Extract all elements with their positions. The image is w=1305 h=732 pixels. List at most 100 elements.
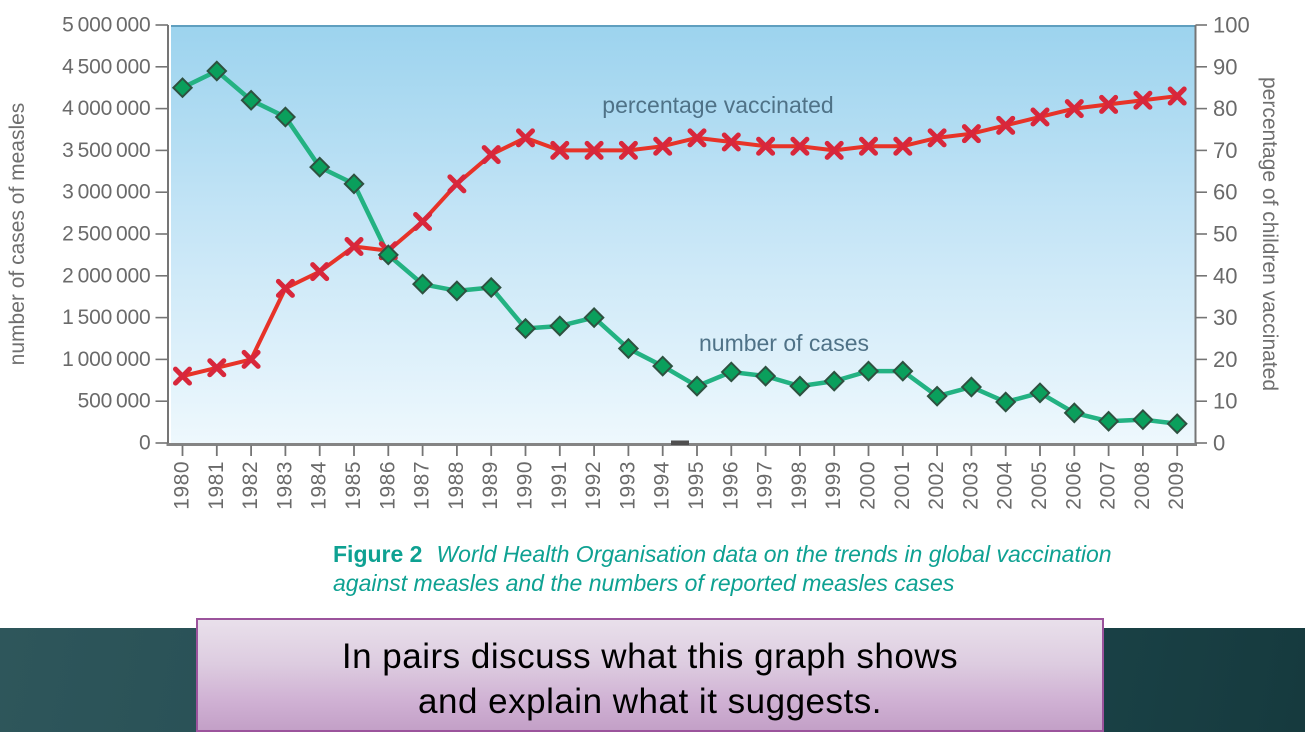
- x-tick-year-label: 1984: [308, 461, 331, 510]
- y-axis-right-title: percentage of children vaccinated: [1258, 77, 1281, 391]
- x-cross-marker: [173, 366, 192, 386]
- diamond-marker: [343, 173, 365, 195]
- y-left-tick-label: 1 500 000: [62, 306, 150, 329]
- x-tick-year-label: 1981: [205, 461, 228, 510]
- y-right-tick-label: 0: [1213, 431, 1225, 456]
- x-cross-marker: [516, 128, 535, 148]
- x-tick-year-label: 1994: [651, 461, 674, 510]
- x-tick-year-label: 1995: [685, 461, 708, 510]
- plot-area: [171, 25, 1195, 443]
- x-cross-marker: [790, 136, 810, 156]
- y-axis-left-ticks: 0 500 000 1 000 000 1 500 000 2 000 000 2 500…: [62, 14, 168, 455]
- figure-caption-label: Figure 2: [333, 541, 423, 567]
- x-cross-marker: [550, 140, 570, 160]
- x-cross-marker: [344, 237, 364, 257]
- cases-series-markers: [171, 60, 1188, 435]
- x-tick-year-label: 1985: [342, 461, 365, 510]
- axes: [166, 25, 1197, 446]
- y-left-tick-label: 500 000: [78, 390, 151, 413]
- y-right-tick-label: 50: [1213, 222, 1237, 247]
- diamond-marker: [652, 355, 674, 377]
- x-tick-year-label: 1980: [171, 461, 194, 510]
- y-left-tick-label: 0: [139, 432, 150, 455]
- x-cross-marker: [447, 174, 467, 194]
- x-cross-marker: [961, 124, 981, 144]
- diamond-marker: [206, 60, 228, 82]
- y-right-tick-label: 60: [1213, 180, 1237, 205]
- x-cross-marker: [893, 136, 913, 156]
- x-tick-year-label: 1997: [754, 461, 777, 510]
- x-tick-year-label: 2007: [1097, 461, 1120, 510]
- diamond-marker: [823, 370, 845, 392]
- diamond-marker: [1132, 408, 1154, 431]
- y-left-tick-label: 3 500 000: [62, 139, 150, 162]
- x-cross-marker: [584, 140, 604, 160]
- x-tick-year-label: 1990: [514, 461, 537, 510]
- x-tick-year-label: 1999: [822, 461, 845, 510]
- x-cross-marker: [207, 358, 227, 378]
- diamond-marker: [549, 315, 571, 337]
- discussion-prompt-line2: and explain what it suggests.: [418, 682, 882, 721]
- x-tick-year-label: 1983: [273, 461, 296, 510]
- x-tick-year-label: 2000: [857, 461, 880, 510]
- diamond-marker: [514, 317, 537, 340]
- x-tick-year-label: 2006: [1062, 461, 1085, 510]
- diamond-marker: [995, 391, 1017, 413]
- x-tick-year-label: 1991: [548, 461, 571, 510]
- x-cross-marker: [481, 145, 501, 165]
- diamond-marker: [926, 385, 948, 407]
- x-tick-year-label: 1989: [479, 461, 502, 510]
- y-left-tick-label: 2 500 000: [62, 223, 150, 246]
- x-tick-year-label: 1992: [582, 461, 605, 510]
- y-left-tick-label: 2 000 000: [62, 264, 150, 287]
- diamond-marker: [1063, 402, 1085, 424]
- x-axis-ticks: 1980 1981 1982 1983 1984 1985 1986 1987 1988 1989…: [171, 445, 1188, 510]
- diamond-marker: [480, 276, 502, 299]
- y-left-tick-label: 5 000 000: [62, 14, 150, 37]
- measles-vaccination-chart: 0 500 000 1 000 000 1 500 000 2 000 000 2 500…: [6, 13, 1281, 510]
- diamond-marker: [583, 306, 605, 329]
- figure-caption-line2: against measles and the numbers of repor…: [333, 570, 955, 596]
- y-left-tick-label: 4 500 000: [62, 55, 150, 78]
- x-tick-year-label: 2002: [925, 461, 948, 510]
- discussion-prompt-box: In pairs discuss what this graph shows a…: [196, 618, 1104, 732]
- diamond-marker: [789, 375, 811, 397]
- y-right-tick-label: 90: [1213, 54, 1237, 79]
- y-axis-left-title: number of cases of measles: [6, 103, 29, 366]
- x-cross-marker: [241, 349, 261, 369]
- x-tick-year-label: 2003: [959, 461, 982, 510]
- x-cross-marker: [687, 128, 707, 148]
- y-right-tick-label: 70: [1213, 138, 1237, 163]
- x-cross-marker: [1099, 94, 1119, 114]
- x-tick-year-label: 1982: [239, 461, 262, 510]
- y-left-tick-label: 4 000 000: [62, 97, 150, 120]
- y-left-tick-label: 3 000 000: [62, 181, 150, 204]
- x-tick-year-label: 1998: [788, 461, 811, 510]
- x-cross-marker: [721, 132, 741, 152]
- diamond-marker: [240, 89, 262, 111]
- figure-caption-line1: Figure 2 World Health Organisation data o…: [333, 541, 1112, 567]
- x-cross-marker: [996, 115, 1016, 135]
- x-cross-marker: [653, 136, 673, 156]
- y-left-tick-label: 1 000 000: [62, 348, 150, 371]
- x-cross-marker: [756, 136, 776, 156]
- diamond-marker: [857, 360, 880, 382]
- y-right-tick-label: 10: [1213, 389, 1237, 414]
- x-tick-year-label: 1986: [376, 461, 399, 510]
- x-cross-marker: [824, 140, 844, 160]
- x-tick-year-label: 2004: [994, 461, 1017, 510]
- diamond-marker: [446, 280, 468, 302]
- diamond-marker: [309, 156, 331, 178]
- series-label-annotation: number of cases: [699, 330, 869, 356]
- x-tick-year-label: 2001: [891, 461, 914, 510]
- diamond-marker: [411, 273, 434, 295]
- x-tick-year-label: 2009: [1165, 461, 1188, 510]
- x-cross-marker: [310, 262, 330, 282]
- diamond-marker: [1166, 413, 1188, 435]
- discussion-prompt-line1: In pairs discuss what this graph shows: [341, 637, 959, 676]
- x-cross-marker: [275, 278, 295, 298]
- y-axis-right-ticks: 0 10 20 30 40 50 60 70 80 90 100: [1195, 13, 1250, 456]
- x-tick-year-label: 1996: [719, 461, 742, 510]
- x-tick-year-label: 1993: [616, 461, 639, 510]
